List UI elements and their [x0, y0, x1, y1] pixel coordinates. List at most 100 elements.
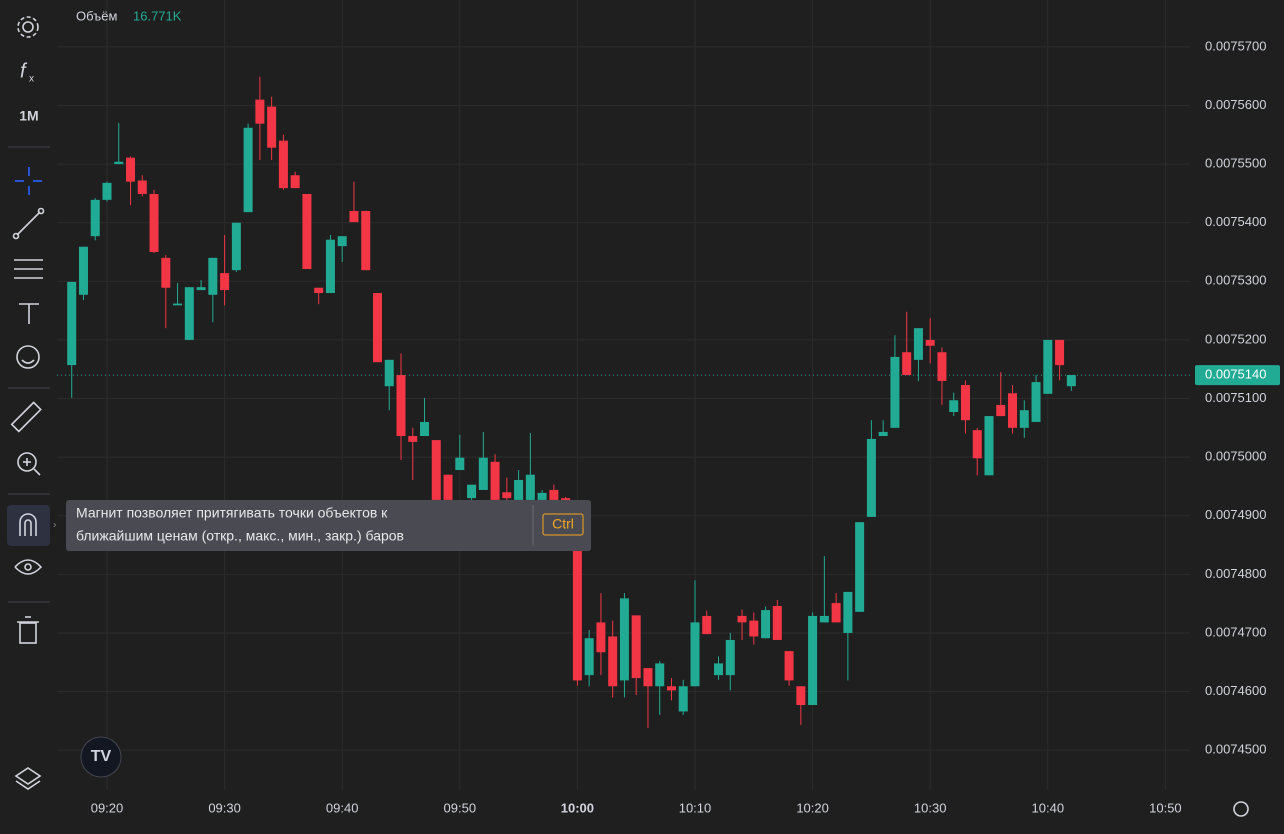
candle-body [502, 492, 512, 499]
trash-icon[interactable] [17, 616, 39, 644]
layers-icon[interactable] [14, 767, 42, 790]
logo[interactable] [80, 736, 122, 778]
ruler-icon[interactable] [10, 401, 42, 433]
candle-body [220, 273, 230, 291]
candle-body [137, 180, 147, 194]
eye-icon[interactable] [14, 559, 43, 575]
candle-body [325, 239, 335, 294]
candle-body [90, 199, 100, 237]
candle-body [67, 281, 77, 366]
y-tick-label: 0.0074800 [1205, 566, 1266, 581]
expand-arrow[interactable]: › [53, 520, 56, 531]
candle-body [772, 605, 782, 640]
shortcut: Ctrl [552, 516, 574, 532]
candle-body [784, 651, 794, 681]
y-tick-label: 0.0075100 [1205, 390, 1266, 405]
grid [57, 0, 1190, 790]
candle-body [478, 457, 488, 490]
candle-body [208, 257, 218, 295]
candle-body [937, 352, 947, 381]
candle-body [572, 550, 582, 681]
candle-body [984, 416, 994, 476]
candle-body [690, 622, 700, 687]
candle-body [455, 457, 465, 471]
candle-body [714, 663, 724, 676]
x-tick-label: 10:10 [679, 800, 712, 815]
candle-body [925, 339, 935, 346]
volume-value: 16.771K [133, 8, 182, 23]
candle-body [467, 484, 477, 499]
x-tick-label: 09:20 [91, 800, 124, 815]
emoji-icon[interactable] [16, 345, 40, 369]
candles [67, 76, 1076, 728]
candle-body [337, 236, 347, 247]
magnet-icon [19, 513, 37, 536]
candle-body [843, 591, 853, 633]
y-tick-label: 0.0075400 [1205, 214, 1266, 229]
candle-body [396, 375, 406, 437]
x-tick-label: 10:50 [1149, 800, 1182, 815]
candle-body [608, 636, 618, 687]
y-tick-label: 0.0075500 [1205, 156, 1266, 171]
text-icon[interactable] [19, 303, 39, 324]
candle-body [78, 246, 88, 295]
x-tick-label: 10:20 [796, 800, 829, 815]
candle-body [243, 127, 253, 213]
indicators-icon[interactable]: f [20, 60, 28, 82]
candle-body [972, 430, 982, 459]
magnet-button[interactable] [7, 505, 50, 546]
candle-body [349, 210, 359, 223]
candle-body [408, 436, 418, 442]
candle-body [913, 328, 923, 360]
candle-body [584, 638, 594, 676]
candle-body [372, 293, 382, 363]
fib-icon[interactable] [14, 259, 43, 279]
settings-gear [17, 16, 39, 38]
candle-body [878, 431, 888, 437]
candle-body [1066, 375, 1076, 387]
candle-body [514, 479, 524, 500]
candle-body [796, 686, 806, 706]
crosshair-icon[interactable] [15, 167, 42, 195]
x-tick-label: 09:50 [444, 800, 477, 815]
candle-body [231, 222, 241, 271]
candle-body [996, 404, 1006, 417]
candle-body [149, 193, 159, 253]
y-tick-label: 0.0074500 [1205, 742, 1266, 757]
candle-body [549, 489, 559, 500]
axis-settings[interactable] [1233, 801, 1249, 817]
candle-body [173, 303, 183, 306]
y-tick-label: 0.0075200 [1205, 331, 1266, 346]
indicators-icon-sub: x [29, 74, 34, 85]
axes: 0.0075700 0.0075600 0.0075500 0.0075400 0.00… [91, 38, 1280, 815]
candle-body [631, 615, 641, 679]
candle-body [960, 385, 970, 421]
candle-body [490, 461, 500, 500]
candle-body [431, 440, 441, 500]
candle-body [819, 615, 829, 623]
candle-body [102, 182, 112, 200]
candle-body [890, 356, 900, 428]
y-tick-label: 0.0074600 [1205, 683, 1266, 698]
tooltip: Магнит позволяет притягивать точки объек… [66, 500, 591, 551]
x-tick-label: 10:40 [1032, 800, 1065, 815]
zoom-icon[interactable] [17, 452, 41, 476]
interval-button[interactable]: 1M [19, 108, 38, 124]
candle-body [808, 615, 818, 706]
candle-body [855, 522, 865, 612]
candle-body [126, 157, 136, 182]
candle-body [420, 421, 430, 437]
shortcut-box [542, 513, 584, 536]
settings-icon[interactable] [22, 21, 34, 33]
candle-body [184, 287, 194, 340]
logo-mark: TV [91, 748, 112, 765]
candle-body [666, 686, 676, 691]
candle-body [525, 474, 535, 500]
candle-body [278, 140, 288, 189]
candle-body [114, 161, 124, 165]
candle-body [866, 438, 876, 517]
trendline-icon[interactable] [12, 207, 45, 240]
candle-body [619, 598, 629, 681]
